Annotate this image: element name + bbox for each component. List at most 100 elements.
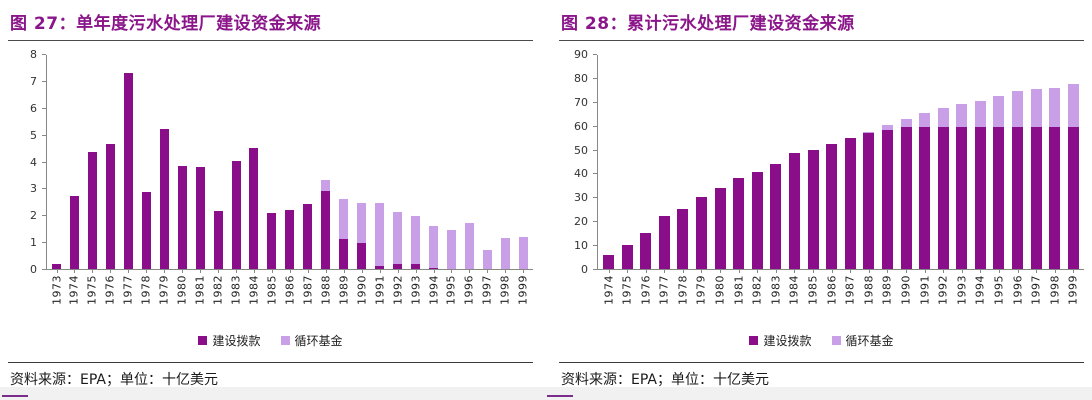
- y-tick-label: 0: [581, 263, 588, 276]
- y-tick-mark: [42, 54, 46, 55]
- bar-segment: [1067, 84, 1079, 127]
- y-tick-mark: [42, 107, 46, 109]
- x-tick-label: 1991: [373, 275, 387, 305]
- bar-segment: [123, 73, 133, 269]
- bar-slot: 1974: [602, 55, 615, 305]
- y-axis: 0 10 20 30 40 50 60 70 80 90: [559, 49, 597, 276]
- fund-color-swatch: [831, 336, 841, 345]
- source-note: 资料来源：EPA；单位：十亿美元: [559, 362, 1084, 389]
- cumulative-funding-chart: 0 10 20 30 40 50 60 70 80 90 1974 1975 1976 1977 1978…: [559, 49, 1084, 305]
- bar-segment: [357, 243, 367, 269]
- legend-label: 建设拨款: [763, 334, 812, 348]
- bar-slot: 1973: [50, 55, 63, 305]
- y-tick-mark: [42, 242, 46, 244]
- bar-slot: 1989: [881, 55, 894, 305]
- x-tick-label: 1992: [936, 275, 950, 305]
- bar-slot: 1997: [1030, 55, 1043, 305]
- y-tick-label: 10: [574, 239, 588, 253]
- y-tick-mark: [42, 80, 46, 82]
- page-footer-accent: [2, 395, 28, 397]
- bar-slot: 1992: [391, 55, 404, 305]
- bar-segment: [69, 196, 79, 269]
- x-tick-label: 1975: [620, 275, 634, 305]
- y-tick-label: 80: [574, 71, 588, 85]
- bar-segment: [1067, 127, 1079, 269]
- bar-slot: 1976: [639, 55, 652, 305]
- y-tick-label: 6: [30, 101, 37, 115]
- grant-color-swatch: [198, 336, 208, 345]
- x-tick-label: 1986: [825, 275, 839, 305]
- bar-segment: [518, 237, 528, 269]
- x-tick-label: 1990: [355, 275, 369, 305]
- y-tick-label: 40: [574, 167, 588, 181]
- x-tick-label: 1995: [992, 275, 1006, 305]
- x-tick-label: 1987: [843, 275, 857, 305]
- bar-segment: [658, 216, 670, 269]
- bar-segment: [1030, 127, 1042, 269]
- bar-segment: [321, 180, 331, 191]
- x-tick-label: 1993: [409, 275, 423, 305]
- bar-slot: 1977: [122, 55, 135, 305]
- x-tick-label: 1978: [139, 275, 153, 305]
- bar-segment: [788, 153, 800, 269]
- bar-slot: 1996: [463, 55, 476, 305]
- bar-segment: [464, 223, 474, 269]
- bar-slot: 1990: [355, 55, 368, 305]
- y-tick-mark: [42, 161, 46, 163]
- bar-slot: 1979: [158, 55, 171, 305]
- x-tick-label: 1976: [639, 275, 653, 305]
- bar-slot: 1980: [176, 55, 189, 305]
- y-tick-label: 50: [574, 143, 588, 157]
- bar-slot: 1977: [658, 55, 671, 305]
- bar-segment: [844, 138, 856, 269]
- bar-segment: [826, 144, 838, 269]
- title-divider: [8, 40, 533, 41]
- bar-slot: 1994: [974, 55, 987, 305]
- y-tick-mark: [593, 245, 597, 247]
- x-tick-label: 1982: [750, 275, 764, 305]
- bar-segment: [375, 203, 385, 266]
- x-tick-label: 1981: [193, 275, 207, 305]
- bar-slot: 1981: [732, 55, 745, 305]
- bar-segment: [863, 132, 875, 133]
- y-tick-label: 90: [574, 48, 588, 61]
- bar-slot: 1976: [104, 55, 117, 305]
- bar-slot: 1979: [695, 55, 708, 305]
- x-tick-label: 1986: [283, 275, 297, 305]
- x-tick-label: 1999: [1066, 275, 1080, 305]
- bar-slot: 1984: [788, 55, 801, 305]
- bar-segment: [303, 204, 313, 269]
- y-tick-label: 60: [574, 119, 588, 133]
- bar-slot: 1975: [86, 55, 99, 305]
- bar-segment: [267, 213, 277, 269]
- y-tick-mark: [593, 125, 597, 127]
- bar-slot: 1990: [900, 55, 913, 305]
- bar-segment: [956, 104, 968, 127]
- legend-item-revolving-fund: 循环基金: [280, 332, 343, 349]
- legend: 建设拨款 循环基金: [8, 332, 533, 349]
- bar-slot: 1985: [807, 55, 820, 305]
- bar-slot: 1991: [373, 55, 386, 305]
- legend-label: 建设拨款: [212, 334, 261, 348]
- x-tick-label: 1979: [694, 275, 708, 305]
- bar-slot: 1993: [409, 55, 422, 305]
- fund-color-swatch: [280, 336, 290, 345]
- y-axis: 0 1 2 3 4 5 6 7 8: [8, 49, 46, 276]
- bar-segment: [339, 199, 349, 239]
- y-tick-mark: [593, 269, 597, 270]
- title-divider: [559, 40, 1084, 41]
- bar-slot: 1987: [844, 55, 857, 305]
- x-tick-label: 1977: [657, 275, 671, 305]
- bar-segment: [881, 125, 893, 130]
- bar-segment: [1030, 89, 1042, 127]
- x-tick-label: 1974: [602, 275, 615, 305]
- x-tick-label: 1997: [1029, 275, 1043, 305]
- bar-slot: 1994: [427, 55, 440, 305]
- bar-slot: 1995: [445, 55, 458, 305]
- y-tick-mark: [42, 134, 46, 136]
- bar-slot: 1991: [918, 55, 931, 305]
- bar-segment: [770, 164, 782, 269]
